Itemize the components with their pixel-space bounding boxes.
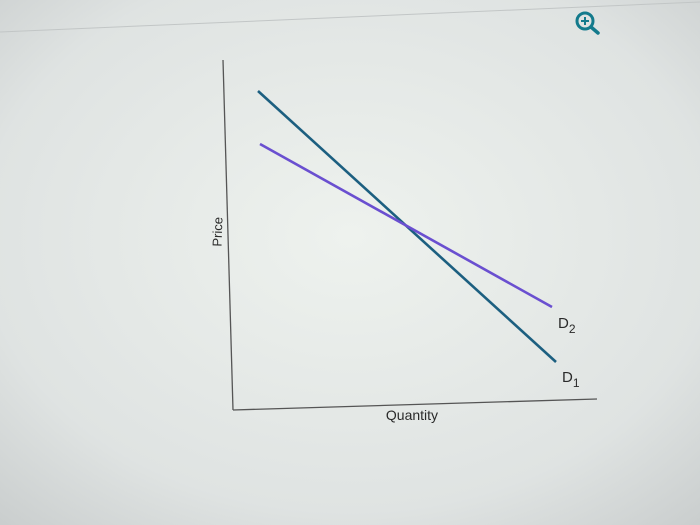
y-axis — [222, 59, 234, 411]
zoom-handle — [589, 25, 600, 35]
x-axis — [232, 398, 598, 411]
curve-label: D1 — [562, 369, 580, 390]
curve-letter: D — [558, 315, 569, 332]
y-axis-label: Price — [209, 217, 225, 247]
curve-subscript: 2 — [569, 322, 576, 336]
curve-subscript: 1 — [573, 376, 580, 390]
demand-curve-d2 — [259, 142, 553, 309]
curve-letter: D — [562, 369, 573, 386]
x-axis-label: Quantity — [386, 407, 438, 423]
curve-label: D2 — [558, 315, 576, 336]
zoom-button[interactable] — [575, 11, 600, 35]
panel-edge — [0, 1, 700, 33]
zoom-lens — [575, 11, 595, 31]
